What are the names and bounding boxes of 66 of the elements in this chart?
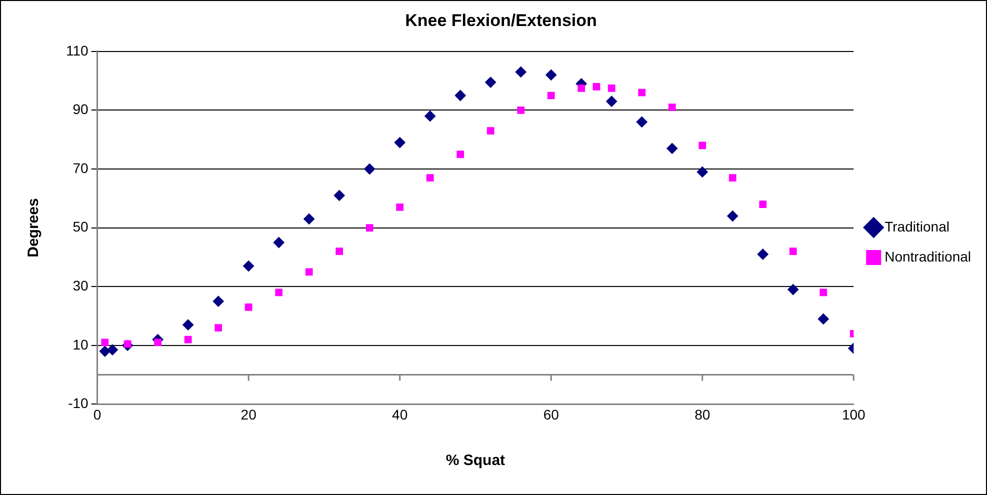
y-tick-label: -10 bbox=[68, 395, 89, 412]
y-tick-label: 70 bbox=[72, 160, 89, 176]
point bbox=[759, 200, 767, 208]
point bbox=[757, 248, 768, 260]
point bbox=[304, 213, 315, 224]
point bbox=[456, 150, 464, 158]
x-axis-title: % Squat bbox=[446, 452, 506, 470]
chart-title: Knee Flexion/Extension bbox=[405, 10, 597, 30]
point bbox=[454, 90, 466, 101]
legend-label: Nontraditional bbox=[884, 248, 972, 264]
point bbox=[636, 116, 648, 128]
point bbox=[99, 346, 110, 357]
y-tick-label: 90 bbox=[72, 101, 89, 118]
y-axis-title: Degrees bbox=[25, 198, 42, 258]
point bbox=[154, 338, 162, 346]
y-tick-label: 30 bbox=[72, 277, 89, 294]
y-tick-label: 10 bbox=[72, 336, 89, 352]
point bbox=[698, 142, 706, 150]
point bbox=[546, 69, 557, 80]
point bbox=[101, 338, 109, 346]
point bbox=[334, 190, 345, 201]
point bbox=[606, 96, 618, 107]
point bbox=[394, 137, 406, 148]
x-tick-label: 80 bbox=[694, 406, 710, 422]
point bbox=[336, 248, 344, 255]
x-tick-label: 0 bbox=[93, 406, 102, 422]
point bbox=[486, 127, 494, 134]
point bbox=[728, 174, 736, 182]
point bbox=[273, 237, 284, 248]
x-tick-label: 60 bbox=[543, 406, 560, 422]
point bbox=[426, 174, 434, 182]
point bbox=[182, 319, 194, 330]
point bbox=[608, 84, 616, 92]
point bbox=[424, 110, 436, 122]
point bbox=[184, 336, 192, 344]
y-tick-label: 110 bbox=[66, 42, 89, 58]
point bbox=[547, 92, 555, 100]
point bbox=[638, 88, 646, 96]
point bbox=[789, 248, 797, 255]
point bbox=[364, 164, 376, 174]
point bbox=[515, 66, 526, 78]
x-tick-label: 40 bbox=[392, 406, 408, 422]
point bbox=[214, 324, 222, 332]
point bbox=[275, 288, 283, 296]
point bbox=[212, 296, 224, 307]
point bbox=[106, 344, 118, 356]
point bbox=[243, 260, 254, 272]
point bbox=[666, 142, 678, 154]
y-tick-label: 50 bbox=[72, 218, 89, 235]
point bbox=[668, 104, 676, 111]
point bbox=[578, 84, 586, 92]
point bbox=[727, 210, 738, 222]
x-tick-label: 20 bbox=[240, 406, 257, 422]
legend-label: Traditional bbox=[884, 218, 950, 234]
point bbox=[305, 268, 313, 276]
point bbox=[788, 284, 799, 296]
point bbox=[396, 204, 404, 211]
point bbox=[820, 288, 828, 296]
point bbox=[818, 313, 829, 324]
point bbox=[366, 224, 374, 232]
point bbox=[244, 304, 252, 311]
point bbox=[592, 83, 600, 90]
point bbox=[485, 76, 496, 88]
point bbox=[517, 106, 525, 114]
x-tick-label: 100 bbox=[842, 406, 866, 422]
point bbox=[696, 166, 708, 178]
